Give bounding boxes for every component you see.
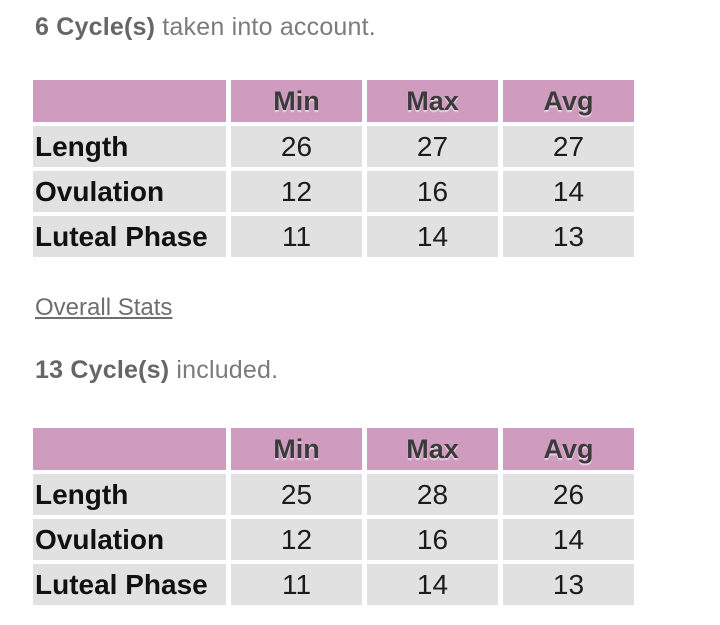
stats-content: 6 Cycle(s) taken into account. Min Max A… bbox=[28, 12, 720, 609]
column-header-empty bbox=[33, 428, 226, 470]
ovulation-min-value: 12 bbox=[231, 171, 362, 212]
length-min-value: 25 bbox=[231, 474, 362, 515]
length-max-value: 28 bbox=[367, 474, 498, 515]
column-header-max: Max bbox=[367, 80, 498, 122]
row-label-ovulation: Ovulation bbox=[33, 171, 226, 212]
overall-cycles-count: 13 Cycle(s) bbox=[35, 356, 170, 384]
ovulation-avg-value: 14 bbox=[503, 171, 634, 212]
overall-stats-table: Min Max Avg Length 25 28 26 Ovulation 12… bbox=[28, 424, 639, 609]
length-avg-value: 27 bbox=[503, 126, 634, 167]
column-header-min: Min bbox=[231, 428, 362, 470]
luteal-avg-value: 13 bbox=[503, 564, 634, 605]
table-header-row: Min Max Avg bbox=[33, 80, 634, 122]
overall-cycles-caption-text: included. bbox=[169, 356, 279, 384]
overall-cycles-caption: 13 Cycle(s) included. bbox=[33, 355, 720, 385]
row-label-ovulation: Ovulation bbox=[33, 519, 226, 560]
column-header-min: Min bbox=[231, 80, 362, 122]
luteal-min-value: 11 bbox=[231, 564, 362, 605]
column-header-avg: Avg bbox=[503, 80, 634, 122]
table-header-row: Min Max Avg bbox=[33, 428, 634, 470]
table-row-length: Length 25 28 26 bbox=[33, 474, 634, 515]
current-cycles-caption-text: taken into account. bbox=[155, 13, 376, 41]
column-header-empty bbox=[33, 80, 226, 122]
row-label-luteal-phase: Luteal Phase bbox=[33, 564, 226, 605]
ovulation-max-value: 16 bbox=[367, 171, 498, 212]
table-row-ovulation: Ovulation 12 16 14 bbox=[33, 519, 634, 560]
length-max-value: 27 bbox=[367, 126, 498, 167]
row-label-length: Length bbox=[33, 474, 226, 515]
current-cycles-caption: 6 Cycle(s) taken into account. bbox=[33, 12, 720, 42]
length-min-value: 26 bbox=[231, 126, 362, 167]
table-row-length: Length 26 27 27 bbox=[33, 126, 634, 167]
luteal-max-value: 14 bbox=[367, 216, 498, 257]
table-row-luteal-phase: Luteal Phase 11 14 13 bbox=[33, 564, 634, 605]
ovulation-min-value: 12 bbox=[231, 519, 362, 560]
current-stats-table: Min Max Avg Length 26 27 27 Ovulation 12… bbox=[28, 76, 639, 261]
current-cycles-count: 6 Cycle(s) bbox=[35, 13, 156, 41]
luteal-max-value: 14 bbox=[367, 564, 498, 605]
row-label-length: Length bbox=[33, 126, 226, 167]
luteal-avg-value: 13 bbox=[503, 216, 634, 257]
overall-stats-link[interactable]: Overall Stats bbox=[35, 294, 173, 321]
ovulation-max-value: 16 bbox=[367, 519, 498, 560]
row-label-luteal-phase: Luteal Phase bbox=[33, 216, 226, 257]
table-row-ovulation: Ovulation 12 16 14 bbox=[33, 171, 634, 212]
ovulation-avg-value: 14 bbox=[503, 519, 634, 560]
table-row-luteal-phase: Luteal Phase 11 14 13 bbox=[33, 216, 634, 257]
luteal-min-value: 11 bbox=[231, 216, 362, 257]
column-header-max: Max bbox=[367, 428, 498, 470]
column-header-avg: Avg bbox=[503, 428, 634, 470]
length-avg-value: 26 bbox=[503, 474, 634, 515]
